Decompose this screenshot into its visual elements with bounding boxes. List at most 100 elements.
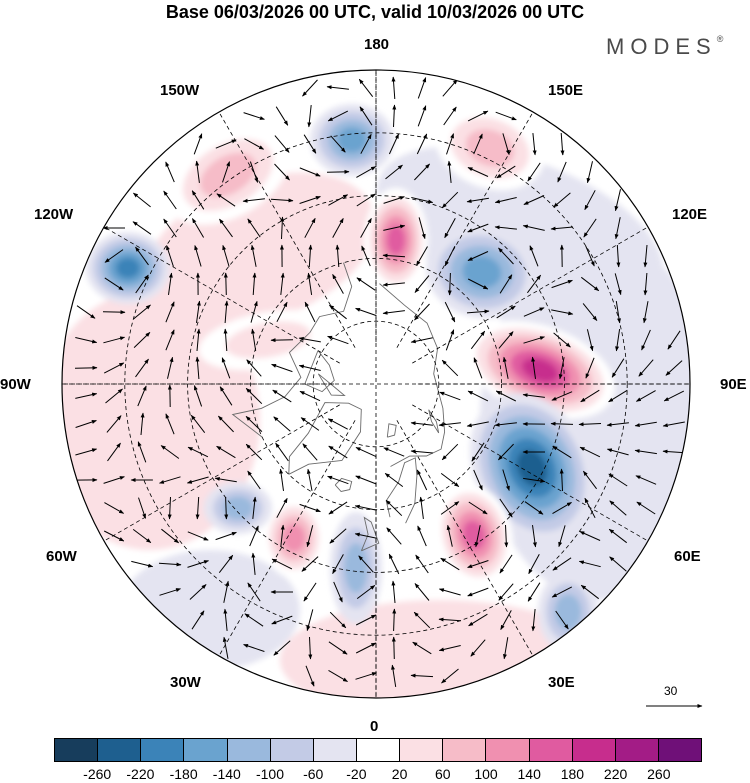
wind-vector xyxy=(223,608,228,631)
wind-vector xyxy=(132,221,152,235)
wind-vector xyxy=(551,309,574,316)
wind-vector xyxy=(168,272,173,295)
wind-vector xyxy=(328,641,348,655)
wind-vector xyxy=(584,190,596,211)
wind-vector xyxy=(251,328,257,351)
wind-vector xyxy=(551,391,573,401)
brand-name: MODES xyxy=(606,34,717,59)
meridian-line xyxy=(412,404,649,542)
wind-vector xyxy=(555,610,569,630)
wind-vector xyxy=(635,475,657,485)
wind-vector xyxy=(328,194,349,206)
colorbar-labels: -260 -220 -180 -140 -100 -60 -20 20 60 100 140 180 2… xyxy=(54,766,702,782)
lon-label-120w: 120W xyxy=(34,206,74,223)
wind-vector xyxy=(303,134,317,154)
wind-vector xyxy=(467,167,489,177)
wind-vector xyxy=(473,357,483,379)
wind-vector xyxy=(104,502,125,514)
wind-vector xyxy=(252,496,257,519)
wind-vector xyxy=(438,617,462,622)
wind-vector xyxy=(328,669,348,683)
wind-vector xyxy=(416,133,428,155)
wind-vector xyxy=(608,473,628,487)
wind-vector xyxy=(615,329,621,352)
wind-vectors xyxy=(74,76,686,687)
wind-vector xyxy=(191,190,205,210)
wind-vector xyxy=(665,360,683,376)
registered-mark: ® xyxy=(716,34,724,44)
anomaly-neg-canada-120w xyxy=(86,232,170,304)
wind-vector xyxy=(249,161,259,183)
wind-vector xyxy=(585,357,595,379)
wind-vector xyxy=(307,272,313,295)
anomaly-neg-europe-0 xyxy=(330,512,382,624)
wind-vector xyxy=(498,331,514,349)
wind-vector xyxy=(523,195,545,205)
wind-vector xyxy=(299,390,321,402)
wind-vector xyxy=(355,475,377,485)
wind-vector xyxy=(271,363,293,373)
wind-vector xyxy=(273,416,291,432)
wind-vector xyxy=(358,555,374,573)
colorbar-swatch xyxy=(227,739,271,761)
wind-vector xyxy=(382,282,405,287)
wind-vector xyxy=(270,198,294,203)
wind-vector xyxy=(132,529,152,543)
wind-vector xyxy=(440,501,460,515)
wind-vector xyxy=(498,247,514,265)
wind-vector xyxy=(243,112,265,120)
wind-vector xyxy=(299,167,321,177)
wind-vector xyxy=(75,337,98,344)
anomaly-pos-arctic-canada xyxy=(198,309,338,371)
anomaly-pos-chukotka xyxy=(364,188,428,292)
wind-vector xyxy=(280,272,285,295)
coastline xyxy=(231,262,353,438)
colorbar-swatch xyxy=(98,739,142,761)
wind-vector xyxy=(158,562,182,567)
wind-vector xyxy=(641,329,651,351)
anomaly-contour-fill xyxy=(116,257,140,279)
wind-vector xyxy=(441,668,459,684)
wind-vector xyxy=(329,611,347,629)
wind-vector xyxy=(358,78,374,98)
wind-vector xyxy=(579,446,601,458)
wind-vector xyxy=(167,356,174,379)
wind-vector xyxy=(608,389,628,403)
wind-vector xyxy=(251,552,256,575)
colorbar-swatch xyxy=(184,739,228,761)
wind-vector xyxy=(414,275,430,293)
coastline xyxy=(360,516,380,552)
wind-vector xyxy=(504,524,509,548)
wind-vector xyxy=(392,104,397,128)
anomaly-contour-fill xyxy=(225,321,311,359)
colorbar-tick-label: 260 xyxy=(647,766,671,782)
wind-vector xyxy=(558,357,565,380)
wind-vector xyxy=(330,135,346,153)
wind-vector xyxy=(133,192,151,208)
colorbar-swatch xyxy=(400,739,444,761)
wind-vector xyxy=(443,106,457,126)
wind-vector xyxy=(473,469,483,491)
wind-vector xyxy=(306,609,314,632)
wind-vector xyxy=(391,664,397,687)
wind-vector xyxy=(495,390,517,402)
wind-vector xyxy=(585,245,595,267)
wind-vector xyxy=(332,554,344,575)
wind-vector xyxy=(333,581,343,603)
lon-label-30w: 30W xyxy=(170,674,201,691)
wind-vector xyxy=(531,356,536,379)
wind-vector xyxy=(165,329,175,351)
wind-vector xyxy=(274,135,290,153)
wind-vector xyxy=(329,304,347,320)
wind-vector xyxy=(359,106,373,126)
wind-vector xyxy=(302,79,318,97)
coastline xyxy=(385,457,418,524)
wind-vector xyxy=(308,636,313,660)
wind-vector xyxy=(531,609,536,632)
wind-vector xyxy=(560,132,565,156)
wind-vector xyxy=(194,245,202,267)
wind-vector xyxy=(216,445,236,459)
wind-vector xyxy=(355,672,377,680)
wind-vector xyxy=(557,161,567,183)
wind-vector xyxy=(614,189,621,212)
